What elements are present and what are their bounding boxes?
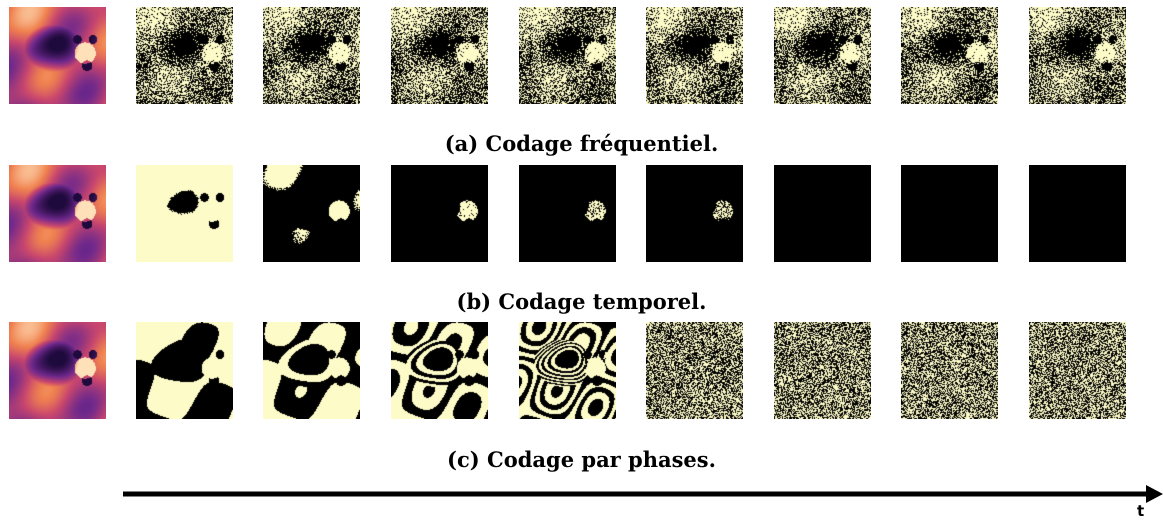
spike-frame-1: [136, 165, 233, 262]
spike-frame-4: [519, 7, 616, 104]
caption-frequency-coding: (a) Codage fréquentiel.: [444, 131, 719, 156]
spike-frame-3: [391, 165, 488, 262]
spike-frame-8: [1029, 7, 1126, 104]
original-image: [9, 322, 106, 419]
spike-frame-5: [646, 165, 743, 262]
time-axis-arrowhead: [1146, 485, 1163, 503]
spike-frame-8: [1029, 322, 1126, 419]
spike-frame-1: [136, 7, 233, 104]
spike-frame-5: [646, 322, 743, 419]
row-temporal-coding: [0, 165, 1163, 265]
caption-phase-coding: (c) Codage par phases.: [447, 447, 716, 472]
spike-frame-7: [901, 7, 998, 104]
spike-frame-4: [519, 165, 616, 262]
spike-frame-2: [263, 322, 360, 419]
row-frequency-coding: [0, 7, 1163, 107]
spike-frame-2: [263, 165, 360, 262]
time-axis-label: t: [1137, 502, 1145, 520]
spike-frame-3: [391, 322, 488, 419]
spike-frame-5: [646, 7, 743, 104]
spike-frame-6: [774, 322, 871, 419]
spike-frame-7: [901, 322, 998, 419]
spike-frame-6: [774, 7, 871, 104]
original-image: [9, 7, 106, 104]
time-axis-arrow: [123, 485, 1163, 503]
caption-temporal-coding: (b) Codage temporel.: [456, 289, 707, 314]
spike-frame-2: [263, 7, 360, 104]
spike-frame-7: [901, 165, 998, 262]
row-phase-coding: [0, 322, 1163, 422]
spike-frame-3: [391, 7, 488, 104]
original-image: [9, 165, 106, 262]
spike-frame-8: [1029, 165, 1126, 262]
spike-frame-1: [136, 322, 233, 419]
spike-frame-6: [774, 165, 871, 262]
spike-frame-4: [519, 322, 616, 419]
